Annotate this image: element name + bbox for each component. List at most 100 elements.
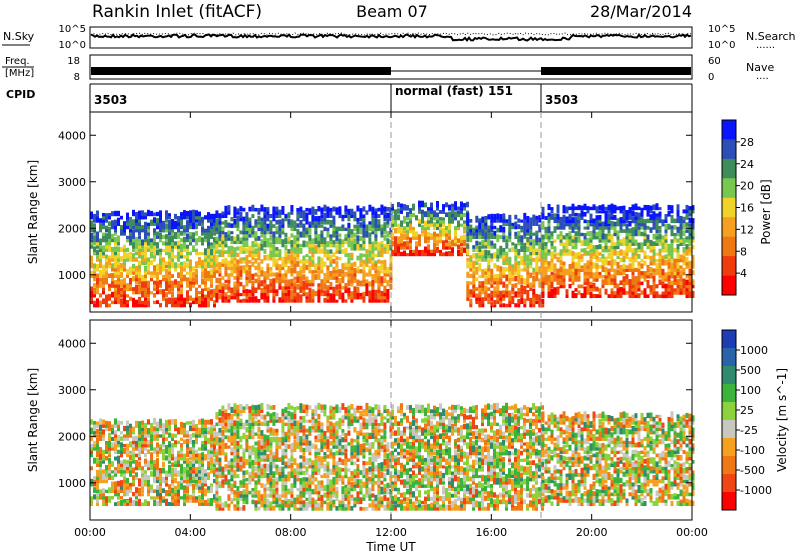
echo-cell xyxy=(105,295,108,301)
echo-cell xyxy=(224,481,227,484)
echo-cell xyxy=(189,296,192,301)
echo-cell xyxy=(569,284,572,288)
echo-cell xyxy=(260,280,263,286)
echo-cell xyxy=(183,439,186,444)
echo-cell xyxy=(129,455,132,461)
echo-cell xyxy=(275,207,278,212)
echo-cell xyxy=(371,264,374,267)
echo-cell xyxy=(469,232,472,235)
echo-cell xyxy=(677,204,680,210)
echo-cell xyxy=(135,222,138,226)
echo-cell xyxy=(147,298,150,301)
echo-cell xyxy=(275,445,278,449)
echo-cell xyxy=(189,252,192,256)
echo-cell xyxy=(545,216,548,220)
echo-cell xyxy=(215,237,218,241)
echo-cell xyxy=(653,220,656,224)
echo-cell xyxy=(180,438,183,441)
echo-cell xyxy=(162,225,165,229)
echo-cell xyxy=(290,220,293,225)
echo-cell xyxy=(153,496,156,499)
echo-cell xyxy=(105,456,108,461)
echo-cell xyxy=(436,237,439,240)
echo-cell xyxy=(114,211,117,216)
echo-cell xyxy=(210,419,213,425)
echo-cell xyxy=(132,219,135,226)
echo-cell xyxy=(299,248,302,254)
echo-cell xyxy=(605,275,608,278)
echo-cell xyxy=(129,271,132,275)
echo-cell xyxy=(239,491,242,494)
echo-cell xyxy=(362,270,365,277)
echo-cell xyxy=(439,220,442,223)
echo-cell xyxy=(96,470,99,477)
echo-cell xyxy=(523,286,526,291)
echo-cell xyxy=(189,232,192,236)
echo-cell xyxy=(475,277,478,281)
echo-cell xyxy=(168,226,171,230)
echo-cell xyxy=(299,504,302,507)
echo-cell xyxy=(308,247,311,251)
echo-cell xyxy=(593,252,596,256)
echo-cell xyxy=(335,289,338,296)
echo-cell xyxy=(150,485,153,490)
echo-cell xyxy=(272,405,275,410)
echo-cell xyxy=(117,481,120,487)
echo-cell xyxy=(269,267,272,270)
echo-cell xyxy=(359,211,362,215)
echo-cell xyxy=(102,469,105,473)
echo-cell xyxy=(329,282,332,286)
echo-cell xyxy=(138,297,141,301)
echo-cell xyxy=(204,469,207,473)
echo-cell xyxy=(281,426,284,433)
echo-cell xyxy=(227,223,230,228)
echo-cell xyxy=(204,477,207,483)
echo-cell xyxy=(275,477,278,481)
echo-cell xyxy=(466,294,469,298)
echo-cell xyxy=(626,265,629,269)
echo-cell xyxy=(587,251,590,256)
echo-cell xyxy=(644,226,647,230)
echo-cell xyxy=(629,295,632,298)
echo-cell xyxy=(126,500,129,503)
echo-cell xyxy=(371,274,374,280)
echo-cell xyxy=(529,222,532,229)
echo-cell xyxy=(308,280,311,283)
echo-cell xyxy=(335,256,338,260)
echo-cell xyxy=(207,450,210,454)
echo-cell xyxy=(386,292,389,296)
echo-cell xyxy=(326,299,329,302)
echo-cell xyxy=(186,233,189,239)
echo-cell xyxy=(436,247,439,253)
echo-cell xyxy=(581,233,584,236)
echo-cell xyxy=(204,488,207,493)
echo-cell xyxy=(153,500,156,506)
echo-cell xyxy=(496,274,499,278)
echo-cell xyxy=(168,236,171,242)
echo-cell xyxy=(245,404,248,410)
echo-cell xyxy=(162,477,165,480)
echo-cell xyxy=(644,278,647,282)
echo-cell xyxy=(263,271,266,277)
echo-cell xyxy=(120,279,123,284)
echo-cell xyxy=(144,212,147,216)
echo-cell xyxy=(215,244,218,248)
echo-cell xyxy=(260,414,263,419)
echo-cell xyxy=(260,472,263,475)
echo-cell xyxy=(230,484,233,488)
echo-cell xyxy=(248,221,251,225)
echo-cell xyxy=(475,216,478,223)
echo-cell xyxy=(287,237,290,241)
echo-cell xyxy=(198,285,201,288)
echo-cell xyxy=(242,244,245,248)
echo-cell xyxy=(248,406,251,410)
echo-cell xyxy=(218,417,221,423)
echo-cell xyxy=(430,207,433,211)
echo-cell xyxy=(263,249,266,254)
echo-cell xyxy=(611,259,614,265)
echo-cell xyxy=(284,296,287,303)
echo-cell xyxy=(383,263,386,267)
echo-cell xyxy=(242,237,245,241)
echo-cell xyxy=(356,256,359,261)
echo-cell xyxy=(239,282,242,287)
